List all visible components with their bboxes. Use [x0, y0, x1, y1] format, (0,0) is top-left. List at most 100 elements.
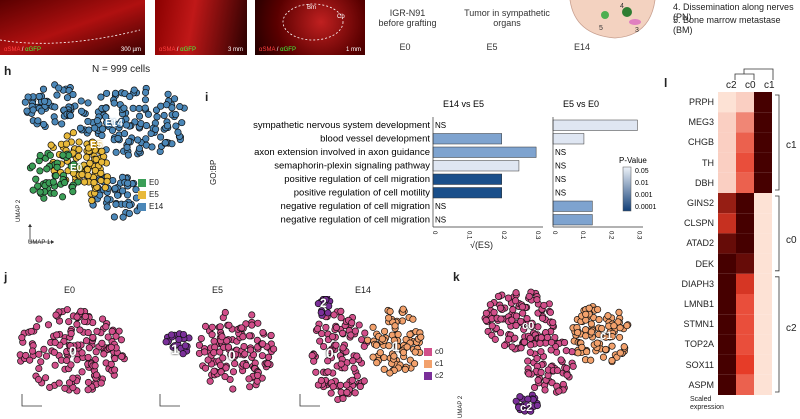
umap-point-c0 [536, 339, 544, 347]
umap-point-e14 [58, 120, 66, 128]
scale-bar-label: 300 µm [120, 47, 141, 53]
umap-point-c0 [526, 348, 534, 356]
micrograph-2: αSMA / αGFP 3 mm [155, 0, 247, 55]
umap-point-c0 [508, 316, 516, 324]
umap-point-c1 [594, 305, 602, 314]
x-tick-label: 0 [431, 231, 437, 235]
umap-point-c0 [99, 315, 107, 323]
umap-point-e14 [126, 93, 134, 101]
heatmap-cell [754, 314, 772, 335]
umap-j-e14-cluster-2: 2 [320, 296, 327, 310]
heatmap-cell [736, 172, 754, 193]
group-bracket [775, 94, 780, 191]
heatmap-group-c2: c2 [786, 323, 797, 334]
scale-bar-label: 1 mm [346, 47, 361, 53]
umap-point-e14 [93, 117, 101, 125]
umap-point-c0 [332, 341, 340, 349]
umap-j-title-e14: E14 [355, 285, 372, 295]
umap-k-ylabel: UMAP 2 [458, 395, 464, 418]
umap-point-e5 [91, 166, 99, 174]
umap-point-c0 [497, 329, 505, 337]
umap-point-e0 [43, 165, 51, 173]
umap-point-e0 [34, 182, 42, 190]
umap-point-c1 [390, 352, 398, 360]
umap-point-c0 [69, 383, 77, 392]
umap-point-e14 [148, 143, 156, 151]
umap-point-c1 [376, 349, 384, 357]
bm-label: Bm [307, 5, 316, 11]
umap-point-c0 [73, 313, 81, 321]
umap-point-e14 [41, 97, 49, 105]
umap-point-c0 [504, 294, 512, 302]
umap-point-c0 [486, 301, 494, 309]
heatmap-cell [736, 294, 754, 315]
heatmap-gene-label: GINS2 [686, 198, 714, 208]
umap-point-e14 [91, 124, 99, 132]
umap-h-axes [28, 224, 54, 244]
umap-point-c2 [167, 331, 176, 339]
go-term-label: semaphorin-plexin signaling pathway [274, 161, 430, 172]
micrograph-3-outline [282, 3, 344, 41]
heatmap-cell [754, 233, 772, 254]
umap-point-c0 [328, 333, 337, 341]
umap-point-c0 [562, 347, 570, 355]
go-axis-xlabel: √(ES) [470, 240, 493, 250]
umap-point-c0 [210, 349, 218, 357]
umap-k-c2-label: c2 [520, 402, 533, 414]
enrichment-bar [552, 200, 593, 212]
umap-point-e14 [120, 130, 129, 138]
umap-point-c0 [351, 389, 359, 397]
heatmap-cell [736, 152, 754, 173]
umap-point-c1 [616, 324, 624, 332]
umap-point-e0 [28, 162, 36, 170]
umap-point-c2 [179, 330, 188, 339]
umap-point-e14 [130, 86, 138, 94]
umap-point-c2 [324, 309, 332, 317]
umap-point-c0 [92, 348, 100, 356]
heatmap-cell [754, 374, 772, 395]
umap-point-c0 [197, 334, 205, 343]
heatmap-cell [736, 193, 754, 214]
umap-point-c0 [195, 341, 203, 349]
umap-point-e14 [111, 89, 120, 97]
umap-point-c0 [537, 334, 545, 342]
go-term-label: positive regulation of cell migration [284, 174, 430, 185]
umap-point-c1 [608, 356, 616, 365]
umap-point-c0 [337, 314, 345, 322]
umap-point-c1 [380, 365, 388, 373]
umap-point-e5 [90, 179, 98, 187]
umap-point-e14 [135, 144, 144, 153]
umap-point-c1 [620, 343, 628, 351]
umap-point-c0 [258, 352, 266, 360]
umap-point-e14 [125, 201, 133, 209]
heatmap-col-c0: c0 [745, 80, 756, 91]
umap-point-e5 [69, 129, 77, 137]
umap-point-c0 [92, 371, 101, 379]
heatmap-grid [718, 92, 780, 395]
umap-point-c0 [543, 333, 551, 341]
umap-point-c0 [28, 347, 37, 355]
umap-point-e5 [47, 141, 55, 149]
heatmap-cell [736, 314, 754, 335]
umap-point-e0 [52, 172, 60, 180]
micrograph-3: Bm Cb αSMA / αGFP 1 mm [255, 0, 365, 55]
go-enrichment-chart: E14 vs E5 E5 vs E0 sympathetic nervous sys… [253, 99, 656, 240]
heatmap-cell [718, 112, 736, 133]
umap-point-c1 [616, 349, 624, 357]
umap-point-c0 [259, 340, 267, 348]
mouse-schematic: 5 4 3 [569, 0, 656, 39]
umap-point-c0 [210, 367, 218, 375]
umap-point-c0 [343, 381, 351, 389]
umap-point-c0 [329, 383, 337, 391]
heatmap-cell [718, 92, 736, 113]
heatmap-cell [736, 132, 754, 153]
panel-letter-k: k [453, 270, 460, 284]
umap-point-c0 [348, 319, 356, 327]
umap-point-c0 [40, 345, 48, 353]
heatmap-legend-title: Scaled expression [690, 396, 724, 411]
umap-point-c0 [51, 338, 59, 347]
umap-point-c0 [102, 323, 110, 331]
heatmap-gene-label: ATAD2 [686, 238, 714, 249]
umap-point-c0 [308, 352, 316, 360]
umap-point-c0 [563, 364, 571, 372]
